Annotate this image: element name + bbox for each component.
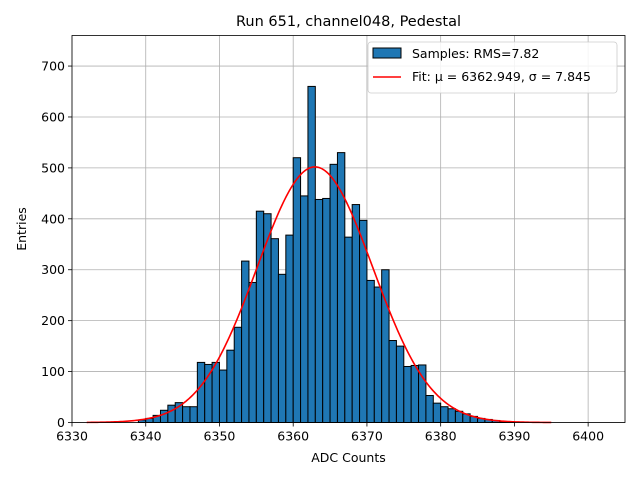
histogram-bar	[300, 195, 309, 423]
histogram-bar	[285, 234, 294, 423]
y-axis-label: Entries	[14, 207, 29, 251]
x-tick-label: 6370	[351, 429, 383, 444]
histogram-bar	[351, 204, 361, 423]
x-axis: 6330 6340 6350 6360 6370 6380 6390 6400	[56, 422, 604, 444]
histogram-bar	[388, 340, 397, 424]
plot-frame	[71, 35, 626, 423]
x-tick-label: 6360	[277, 429, 309, 444]
histogram-bar	[233, 326, 243, 423]
x-tick-label: 6340	[130, 429, 162, 444]
histogram-bar	[344, 236, 353, 423]
legend-label-fit: Fit: μ = 6362.949, σ = 7.845	[412, 69, 591, 84]
histogram-bar	[196, 361, 206, 423]
histogram-bar	[410, 364, 420, 423]
histogram-bar	[211, 361, 220, 423]
histogram-bar	[255, 210, 265, 423]
y-tick-label: 500	[41, 160, 65, 175]
y-tick-label: 200	[41, 313, 65, 328]
histogram-bar	[218, 369, 228, 424]
histogram-bar	[440, 406, 449, 424]
y-tick-label: 600	[41, 109, 65, 124]
histogram-bars	[137, 85, 515, 424]
histogram-bar	[425, 395, 434, 423]
histogram-bar	[432, 402, 442, 423]
y-axis: 0 100 200 300 400 500 600 700	[41, 59, 72, 430]
histogram-bar	[395, 345, 405, 423]
fit-curve	[86, 166, 552, 424]
histogram-bar	[270, 238, 279, 423]
histogram-bar	[241, 260, 250, 423]
x-tick-label: 6390	[498, 429, 530, 444]
histogram-bar	[226, 349, 235, 423]
histogram-bar	[292, 157, 302, 423]
legend-swatch-samples	[372, 47, 402, 59]
y-tick-label: 100	[41, 364, 65, 379]
y-tick-label: 700	[41, 59, 65, 74]
histogram-bar	[167, 404, 176, 423]
histogram-bar	[366, 279, 375, 423]
x-tick-label: 6350	[204, 429, 236, 444]
x-axis-label: ADC Counts	[311, 450, 386, 465]
histogram-bar	[403, 365, 412, 424]
histogram-bar	[322, 197, 331, 423]
chart-title: Run 651, channel048, Pedestal	[236, 14, 461, 30]
histogram-bar	[447, 408, 456, 423]
legend-label-samples: Samples: RMS=7.82	[412, 46, 539, 61]
legend: Samples: RMS=7.82 Fit: μ = 6362.949, σ =…	[367, 41, 618, 94]
x-tick-label: 6330	[56, 429, 88, 444]
x-tick-label: 6400	[572, 429, 604, 444]
histogram-bar	[329, 163, 338, 423]
histogram-bar	[373, 286, 383, 423]
histogram-bar	[277, 273, 287, 423]
histogram-bar	[248, 281, 257, 423]
y-tick-label: 400	[41, 211, 65, 226]
histogram-bar	[204, 363, 213, 424]
histogram-bar	[307, 85, 316, 423]
x-tick-label: 6380	[425, 429, 457, 444]
y-tick-label: 300	[41, 262, 65, 277]
legend-box	[367, 41, 618, 94]
histogram-bar	[314, 198, 324, 423]
histogram-bar	[189, 406, 198, 424]
y-tick-label: 0	[57, 415, 65, 430]
histogram-bar	[182, 406, 191, 424]
